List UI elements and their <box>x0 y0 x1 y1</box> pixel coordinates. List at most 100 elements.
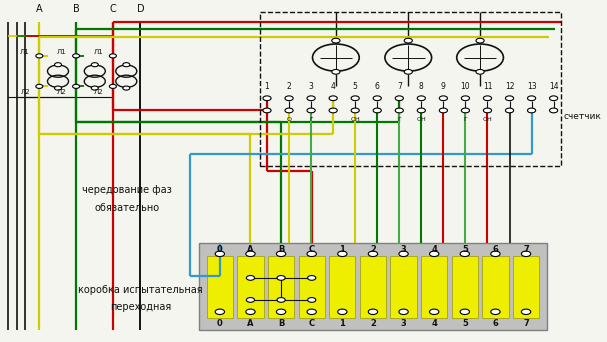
Circle shape <box>351 96 359 101</box>
Circle shape <box>506 96 514 101</box>
Circle shape <box>549 96 558 101</box>
Text: 0: 0 <box>217 245 223 254</box>
Circle shape <box>395 108 404 113</box>
Text: 11: 11 <box>483 82 492 91</box>
Circle shape <box>329 108 337 113</box>
Circle shape <box>476 69 484 74</box>
FancyBboxPatch shape <box>390 256 417 318</box>
Text: 5: 5 <box>462 319 468 328</box>
Circle shape <box>332 69 340 74</box>
Circle shape <box>215 309 225 315</box>
Circle shape <box>521 251 531 256</box>
FancyBboxPatch shape <box>483 256 509 318</box>
Circle shape <box>506 108 514 113</box>
Circle shape <box>439 108 447 113</box>
Text: 3: 3 <box>401 319 407 328</box>
Text: 6: 6 <box>492 245 498 254</box>
Text: 14: 14 <box>549 82 558 91</box>
Circle shape <box>527 96 535 101</box>
Circle shape <box>277 298 285 302</box>
Circle shape <box>337 251 347 256</box>
Circle shape <box>417 96 426 101</box>
Text: коробка испытательная: коробка испытательная <box>78 286 203 295</box>
Text: A: A <box>247 319 254 328</box>
Text: Г: Г <box>309 117 313 122</box>
Text: 9: 9 <box>441 82 446 91</box>
Text: ОН: ОН <box>416 117 426 122</box>
Circle shape <box>491 251 500 256</box>
Text: счетчик: счетчик <box>563 112 602 121</box>
Text: Л2: Л2 <box>21 90 30 95</box>
Circle shape <box>521 309 531 315</box>
Text: A: A <box>247 245 254 254</box>
Circle shape <box>439 96 447 101</box>
Circle shape <box>460 251 469 256</box>
Text: 0: 0 <box>217 319 223 328</box>
Circle shape <box>246 276 254 280</box>
Circle shape <box>36 54 43 58</box>
FancyBboxPatch shape <box>206 256 233 318</box>
FancyBboxPatch shape <box>513 256 539 318</box>
Text: Л1: Л1 <box>94 50 104 55</box>
Circle shape <box>285 96 293 101</box>
Text: 6: 6 <box>375 82 379 91</box>
Circle shape <box>123 63 130 67</box>
Text: 12: 12 <box>505 82 514 91</box>
Circle shape <box>285 108 293 113</box>
Circle shape <box>55 63 61 67</box>
Text: Г: Г <box>398 117 401 122</box>
FancyBboxPatch shape <box>360 256 386 318</box>
Text: B: B <box>278 245 284 254</box>
Circle shape <box>246 251 255 256</box>
Circle shape <box>109 54 117 58</box>
Circle shape <box>91 63 98 67</box>
Text: Л1: Л1 <box>20 50 30 55</box>
Circle shape <box>337 309 347 315</box>
Circle shape <box>430 251 439 256</box>
Circle shape <box>276 309 286 315</box>
Text: 10: 10 <box>461 82 470 91</box>
Text: C: C <box>109 4 117 14</box>
Circle shape <box>491 309 500 315</box>
Text: B: B <box>278 319 284 328</box>
FancyBboxPatch shape <box>237 256 263 318</box>
Circle shape <box>73 84 80 89</box>
FancyBboxPatch shape <box>268 256 294 318</box>
Text: 1: 1 <box>339 245 345 254</box>
Circle shape <box>373 96 381 101</box>
Circle shape <box>527 108 535 113</box>
Text: 5: 5 <box>462 245 468 254</box>
Text: A: A <box>36 4 42 14</box>
Circle shape <box>308 298 316 302</box>
FancyBboxPatch shape <box>329 256 356 318</box>
Text: 13: 13 <box>527 82 537 91</box>
Circle shape <box>483 108 492 113</box>
Text: 4: 4 <box>431 245 437 254</box>
Text: 1: 1 <box>339 319 345 328</box>
Circle shape <box>276 251 286 256</box>
Text: 2: 2 <box>370 319 376 328</box>
Circle shape <box>246 309 255 315</box>
Circle shape <box>430 309 439 315</box>
Circle shape <box>307 309 316 315</box>
Circle shape <box>55 86 61 90</box>
Circle shape <box>461 96 469 101</box>
Circle shape <box>73 54 80 58</box>
Circle shape <box>404 38 412 43</box>
Circle shape <box>395 96 404 101</box>
Text: 6: 6 <box>492 319 498 328</box>
Text: Л2: Л2 <box>57 90 67 95</box>
Circle shape <box>460 309 469 315</box>
Text: 2: 2 <box>287 82 291 91</box>
Circle shape <box>476 38 484 43</box>
Circle shape <box>263 96 271 101</box>
FancyBboxPatch shape <box>198 243 547 330</box>
Circle shape <box>307 251 316 256</box>
Circle shape <box>549 108 558 113</box>
Text: 1: 1 <box>265 82 270 91</box>
Circle shape <box>332 38 340 43</box>
Text: 5: 5 <box>353 82 358 91</box>
Text: Л2: Л2 <box>94 90 104 95</box>
Circle shape <box>307 96 315 101</box>
Text: чередование фаз: чередование фаз <box>82 185 172 195</box>
